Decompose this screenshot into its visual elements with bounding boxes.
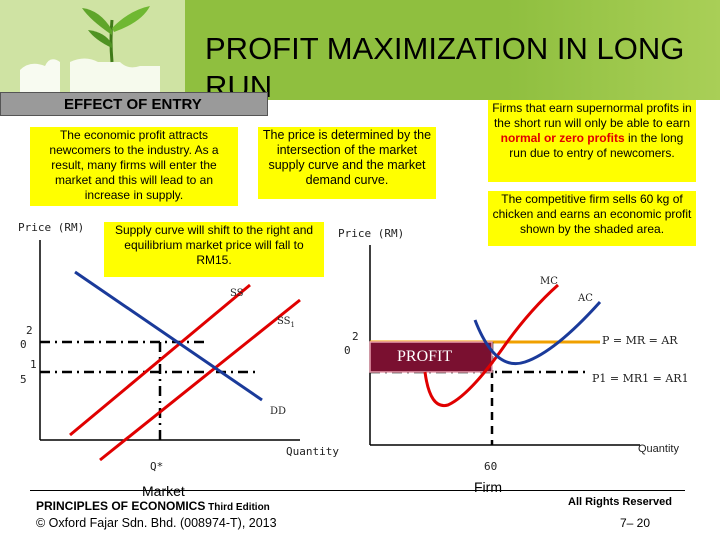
section-label: EFFECT OF ENTRY (64, 96, 202, 113)
firm-y-axis-label: Price (RM) (338, 227, 405, 240)
demand-curve-dd (74, 270, 263, 402)
dd-label: DD (270, 406, 287, 417)
firm-x-axis-label: Quantity (638, 443, 679, 455)
note-text: Firms that earn supernormal profits in t… (492, 101, 692, 130)
mc-label: MC (540, 276, 558, 287)
ss1-label-sub: 1 (290, 321, 295, 329)
supply-curve-ss (69, 283, 251, 437)
market-tick-20-digit2: 0 (20, 338, 27, 351)
market-tick-20-digit1: 2 (26, 324, 33, 337)
market-x-axis-label: Quantity (286, 445, 339, 458)
footer-edition: Third Edition (205, 502, 270, 513)
market-y-axis-label: Price (RM) (18, 221, 85, 234)
note-competitive-firm: The competitive firm sells 60 kg of chic… (488, 191, 696, 246)
footer-copyright: © Oxford Fajar Sdn. Bhd. (008974-T), 201… (36, 516, 277, 530)
ss-label: SS (230, 288, 244, 299)
note-text-end: in the long run due to entry of newcomer… (509, 131, 684, 160)
footer-rights: All Rights Reserved (568, 496, 672, 508)
market-caption: Market (142, 483, 185, 499)
plant-logo-image (0, 0, 185, 100)
footer-book-title: PRINCIPLES OF ECONOMICS Third Edition (36, 499, 270, 513)
market-tick-15-digit2: 5 (20, 373, 27, 386)
footer-page-number: 7– 20 (620, 516, 651, 530)
ac-label: AC (578, 293, 593, 304)
note-highlight: normal or zero profits (500, 131, 625, 145)
profit-label: PROFIT (397, 348, 453, 365)
note-price-determined: The price is determined by the intersect… (258, 127, 436, 199)
header-green-band (185, 0, 720, 100)
note-supernormal-profits: Firms that earn supernormal profits in t… (488, 100, 696, 182)
note-entry-attracts: The economic profit attracts newcomers t… (30, 127, 238, 206)
ss1-label: SS1 (277, 316, 295, 329)
note-supply-shift: Supply curve will shift to the right and… (104, 222, 324, 277)
footer-divider (30, 490, 685, 491)
p1-mr1-ar1-label: P1 = MR1 = AR1 (592, 372, 689, 385)
ss1-label-main: SS (277, 316, 291, 327)
ac-curve (473, 300, 602, 365)
firm-tick-20-digit2: 0 (344, 344, 351, 357)
market-q-label: Q* (150, 460, 164, 473)
firm-tick-20-digit1: 2 (352, 330, 359, 343)
p-mr-ar-label: P = MR = AR (602, 334, 678, 347)
footer-book: PRINCIPLES OF ECONOMICS (36, 499, 206, 513)
firm-caption: Firm (474, 479, 502, 495)
supply-curve-ss1 (99, 298, 301, 462)
market-tick-15-digit1: 1 (30, 358, 37, 371)
profit-shaded-area (369, 341, 493, 373)
page-title: PROFIT MAXIMIZATION IN LONG RUN (205, 31, 685, 104)
firm-q-label: 60 (484, 460, 498, 473)
section-label-box (0, 92, 268, 116)
mc-curve (423, 283, 559, 408)
